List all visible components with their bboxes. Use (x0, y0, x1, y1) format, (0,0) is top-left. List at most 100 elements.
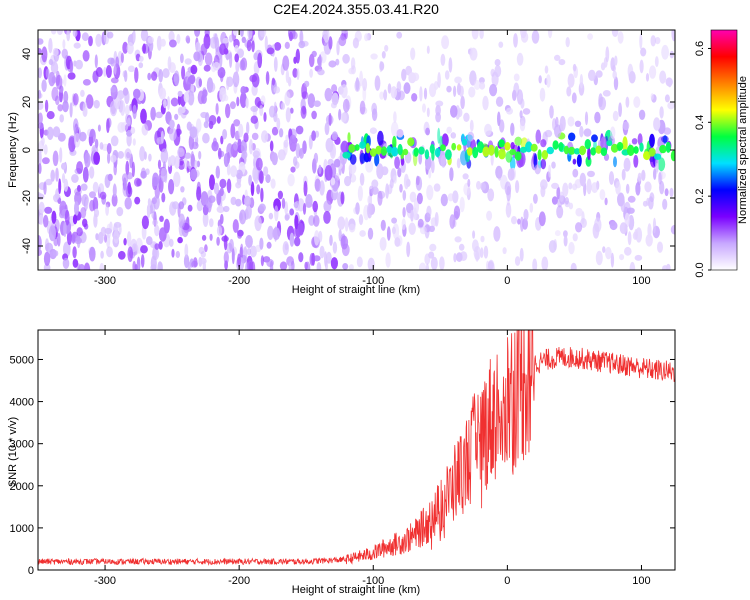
heatmap-cell (110, 86, 117, 93)
heatmap-cell (540, 139, 547, 148)
heatmap-cell (534, 164, 541, 175)
heatmap-cell (538, 211, 546, 227)
heatmap-cell (657, 241, 663, 253)
colorbar: 0.0 0.2 0.4 0.6 Normalized spectral amplitu… (694, 29, 749, 278)
heatmap-cell (331, 131, 338, 141)
heatmap-cell (239, 92, 247, 108)
heatmap-cell (89, 128, 96, 144)
heatmap-cell (43, 144, 48, 155)
x-tick-label: -100 (362, 575, 384, 587)
heatmap-cell (635, 182, 641, 196)
heatmap-cell (355, 202, 360, 215)
heatmap-cell (158, 173, 162, 190)
heatmap-cell (82, 79, 91, 86)
heatmap-cell (523, 209, 529, 221)
heatmap-cell (202, 89, 208, 98)
heatmap-cell (304, 261, 309, 270)
heatmap-cell (273, 86, 281, 94)
heatmap-cell (160, 167, 168, 183)
x-tick-label: -200 (228, 275, 250, 287)
heatmap-cell (529, 202, 534, 213)
heatmap-cell (150, 106, 156, 121)
heatmap-cell (147, 36, 154, 44)
heatmap-cell (249, 245, 257, 258)
heatmap-cell (610, 126, 616, 139)
heatmap-cell (126, 231, 132, 247)
heatmap-cell (205, 198, 213, 209)
heatmap-cell (634, 254, 643, 261)
heatmap-cell (232, 30, 238, 36)
heatmap-cell (318, 54, 322, 70)
heatmap-cell (105, 65, 112, 78)
heatmap-signal-cell (590, 147, 597, 156)
heatmap-cell (505, 202, 512, 218)
heatmap-cell (292, 68, 298, 78)
heatmap-cell (570, 262, 577, 270)
heatmap-signal-cell (369, 148, 377, 157)
heatmap-cell (243, 195, 252, 207)
heatmap-cell (389, 178, 394, 189)
heatmap-signal-cell (509, 148, 516, 156)
heatmap-cell (402, 190, 407, 201)
heatmap-cell (284, 41, 290, 50)
heatmap-cell (134, 196, 141, 205)
heatmap-cell (317, 68, 325, 76)
heatmap-cell (371, 102, 378, 115)
heatmap-cell (472, 239, 479, 252)
heatmap-cell (348, 223, 356, 233)
heatmap-cell (83, 262, 91, 270)
heatmap-cell (449, 167, 454, 182)
heatmap-cell (473, 80, 481, 90)
heatmap-cell (640, 47, 647, 57)
heatmap-cell (120, 121, 129, 132)
heatmap-cell (587, 147, 591, 161)
heatmap-cell (440, 154, 447, 168)
heatmap-cell (246, 248, 252, 256)
heatmap-cell (435, 104, 441, 116)
heatmap-cell (510, 122, 515, 136)
heatmap-cell (223, 251, 229, 265)
heatmap-cell (235, 169, 243, 180)
heatmap-cell (195, 41, 201, 53)
heatmap-cell (76, 227, 83, 237)
heatmap-cell (59, 114, 64, 123)
heatmap-cell (80, 183, 88, 191)
heatmap-cell (454, 76, 462, 84)
heatmap-cell (575, 222, 583, 233)
heatmap-cell (82, 166, 89, 183)
heatmap-cell (232, 71, 240, 88)
heatmap-cell (502, 247, 507, 255)
heatmap-cell (106, 246, 113, 258)
heatmap-cell (235, 198, 242, 207)
y-tick-label: -40 (21, 238, 33, 254)
heatmap-cell (38, 150, 42, 166)
heatmap-cell (324, 87, 333, 102)
heatmap-cell (514, 256, 521, 266)
heatmap-cell (99, 262, 105, 270)
heatmap-signal-cell (418, 146, 425, 155)
heatmap-cell (41, 137, 45, 146)
heatmap-cell (138, 55, 144, 62)
heatmap-cell (511, 216, 517, 225)
heatmap-cell (285, 69, 290, 84)
heatmap-cell (117, 151, 125, 159)
heatmap-cell (72, 258, 79, 268)
heatmap-y-axis-label: Frequency (Hz) (7, 112, 19, 188)
heatmap-cell (469, 119, 474, 132)
heatmap-cell (649, 65, 657, 79)
heatmap-cell (460, 95, 465, 110)
heatmap-signal-cell (488, 144, 495, 156)
heatmap-cell (415, 175, 420, 186)
heatmap-cell (115, 56, 119, 69)
heatmap-cell (74, 132, 81, 148)
heatmap-cell (637, 133, 643, 146)
heatmap-cell (118, 250, 126, 260)
heatmap-cell (490, 68, 495, 77)
heatmap-cell (344, 217, 349, 232)
heatmap-signal-cell (424, 149, 430, 160)
y-tick-label: 0 (21, 147, 33, 153)
heatmap-cell (71, 233, 76, 244)
heatmap-cell (454, 236, 462, 243)
heatmap-cell (205, 112, 210, 124)
heatmap-cell (251, 40, 255, 53)
